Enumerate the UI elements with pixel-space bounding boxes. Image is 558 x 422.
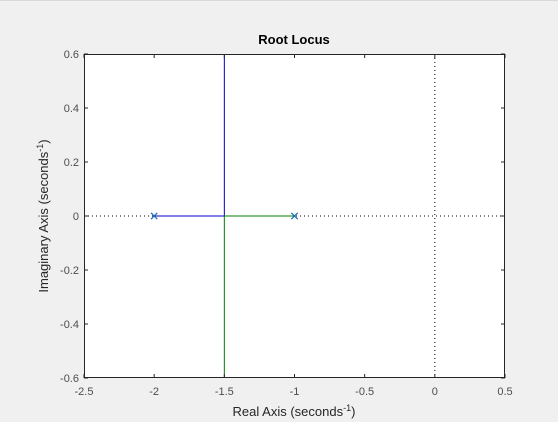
x-tick-label: -2.5: [75, 386, 94, 398]
axis-ticks: [83, 53, 506, 379]
locus-branches: [154, 54, 295, 378]
x-axis-label: Real Axis (seconds-1): [233, 403, 356, 419]
x-axis-label-sup: -1: [343, 403, 351, 413]
y-tick-label: 0.2: [64, 157, 79, 169]
y-axis-label: Imaginary Axis (seconds-1): [35, 139, 51, 292]
y-tick-label: 0.6: [64, 49, 79, 61]
y-tick-label: -0.2: [60, 265, 79, 277]
y-axis-label-sup: -1: [35, 144, 45, 152]
pole-marker-2: [290, 212, 299, 220]
x-axis-label-tail: ): [351, 404, 355, 419]
x-tick-label: -1.5: [215, 386, 234, 398]
x-tick-label: 0.5: [497, 386, 512, 398]
pole-marker-stroke: [290, 212, 299, 220]
y-tick-label: 0: [73, 211, 79, 223]
x-tick-label: 0: [432, 386, 438, 398]
open-loop-poles: [150, 212, 299, 220]
pole-marker-stroke: [150, 212, 158, 220]
x-tick-labels: -2.5 -2 -1.5 -1 -0.5 0 0.5: [75, 386, 513, 398]
window-top-border: [0, 0, 558, 1]
chart-title: Root Locus: [258, 32, 330, 47]
pole-marker-1: [150, 212, 158, 220]
x-tick-label: -0.5: [355, 386, 374, 398]
y-tick-label: 0.4: [64, 103, 79, 115]
x-axis-label-text: Real Axis (seconds: [233, 404, 344, 419]
y-axis-label-tail: ): [36, 139, 51, 143]
y-tick-labels: -0.6 -0.4 -0.2 0 0.2 0.4 0.6: [60, 49, 79, 385]
x-tick-label: -1: [290, 386, 300, 398]
y-tick-label: -0.6: [60, 373, 79, 385]
y-axis-label-text: Imaginary Axis (seconds: [36, 151, 51, 292]
y-tick-label: -0.4: [60, 319, 79, 331]
locus-branch-2: [223, 215, 295, 378]
x-tick-label: -2: [149, 386, 159, 398]
